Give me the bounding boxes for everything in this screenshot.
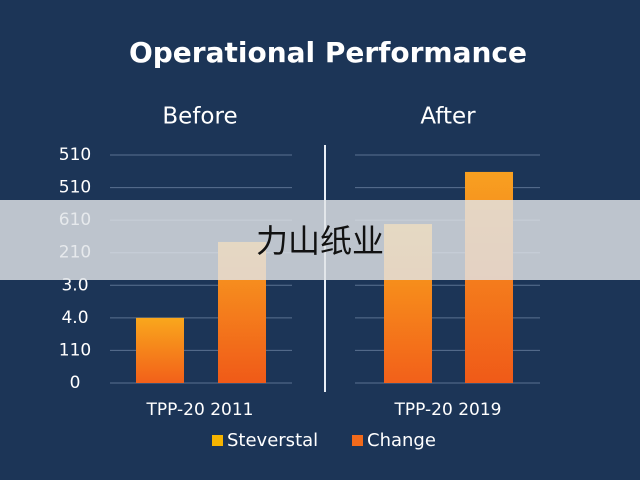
chart-title: Operational Performance (129, 36, 527, 69)
y-tick-label: 0 (70, 373, 81, 393)
x-tick-label: TPP-20 2011 (146, 400, 254, 420)
watermark: 力山纸业 (256, 222, 384, 260)
banner (0, 200, 640, 280)
legend-swatch (212, 435, 223, 446)
y-tick-label: 3.0 (61, 275, 88, 295)
x-tick-label: TPP-20 2019 (394, 400, 502, 420)
legend-label: Steverstal (227, 430, 318, 451)
panel-title: Before (162, 104, 237, 130)
panel-title: After (420, 104, 476, 130)
y-tick-label: 4.0 (61, 308, 88, 328)
y-tick-label: 510 (59, 145, 91, 165)
legend-label: Change (367, 430, 436, 451)
bar (136, 317, 184, 383)
y-tick-label: 510 (59, 178, 91, 198)
y-tick-label: 110 (59, 340, 91, 360)
legend-swatch (352, 435, 363, 446)
